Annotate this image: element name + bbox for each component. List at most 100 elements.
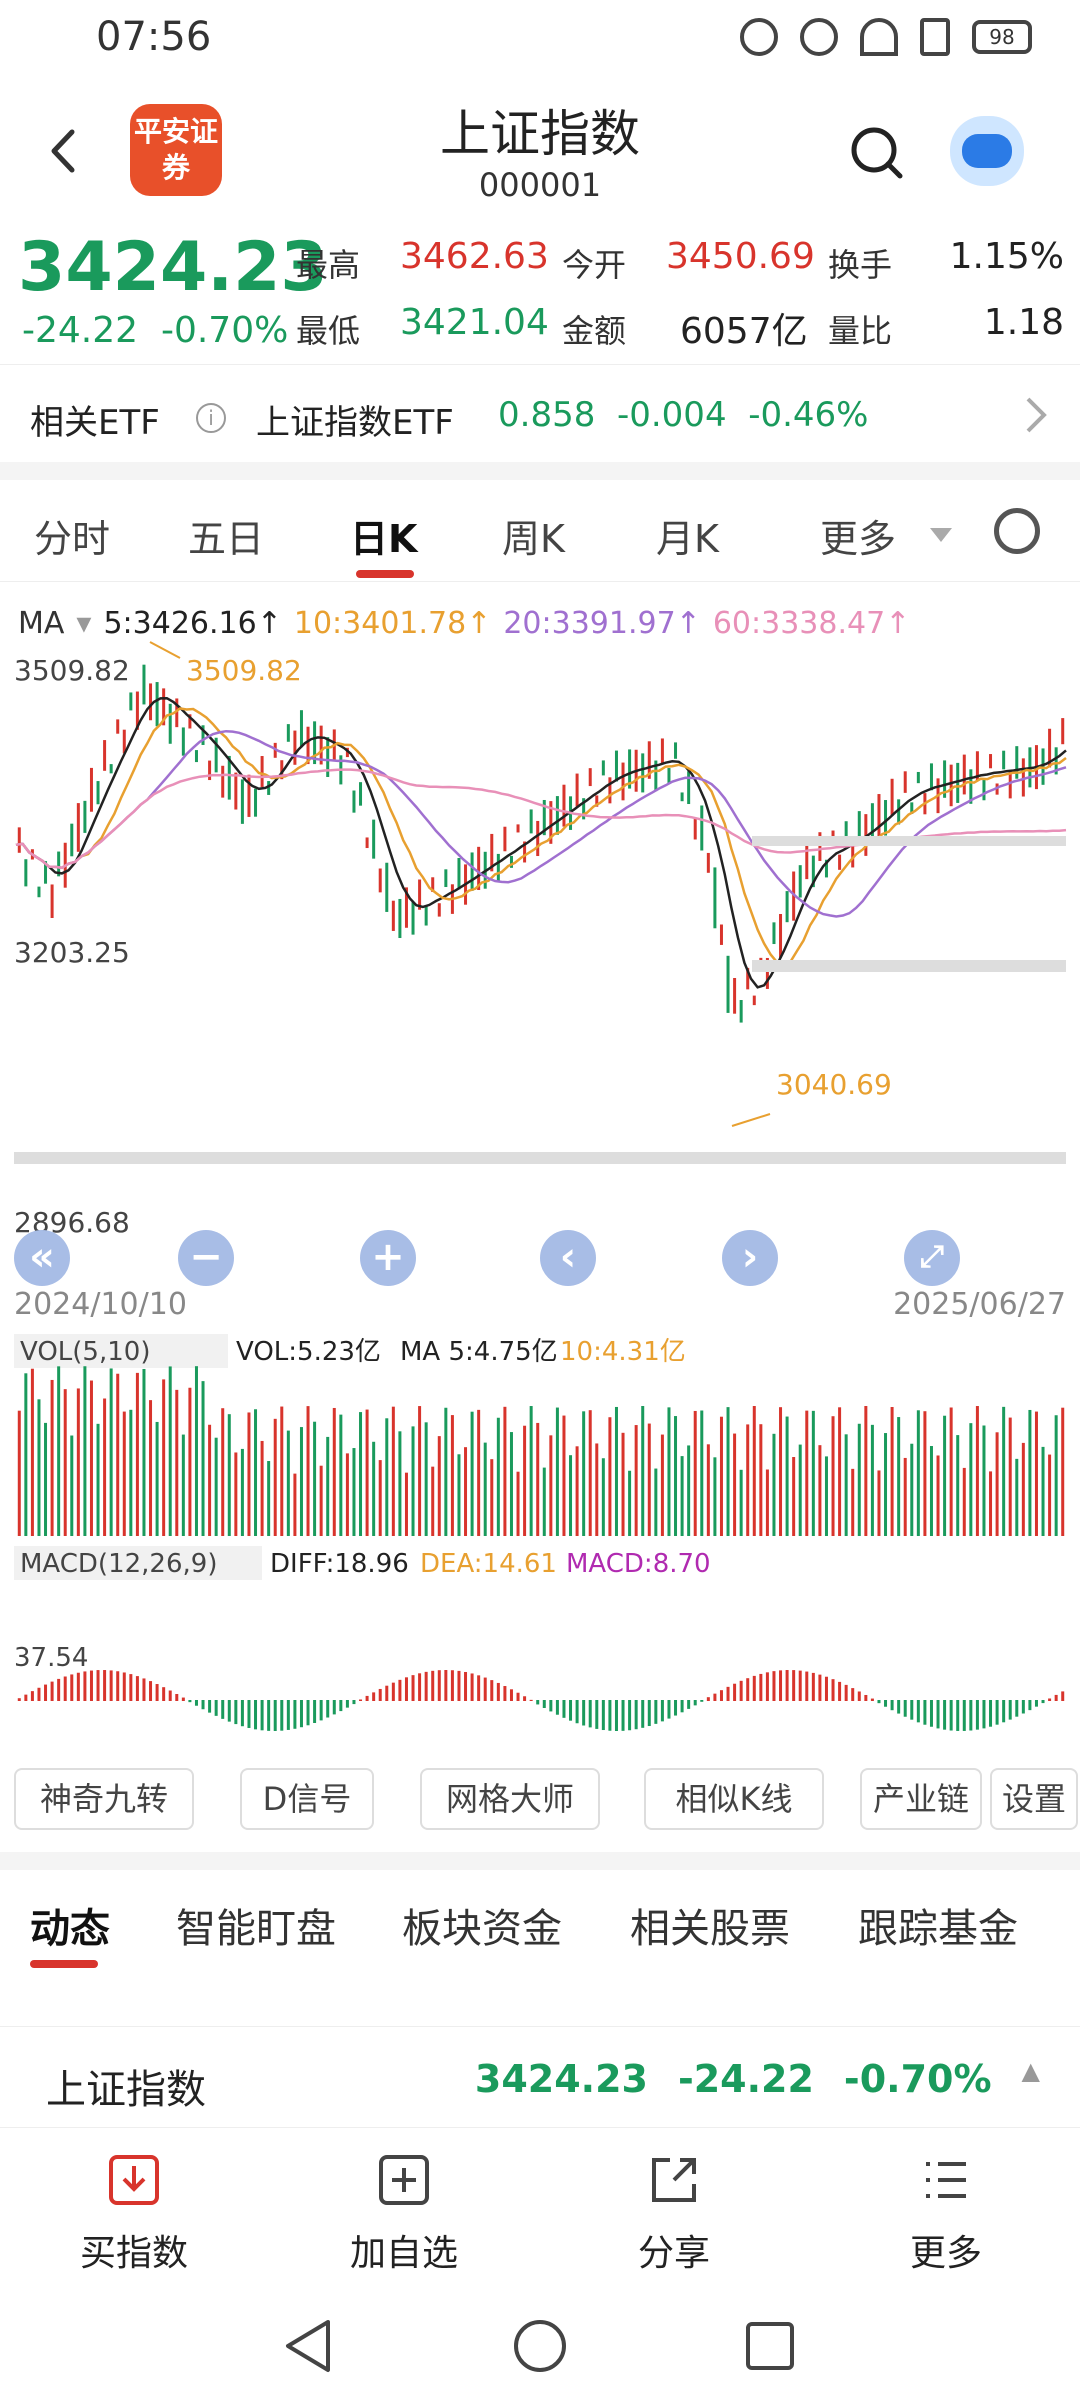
volume-bar: [680, 1456, 684, 1536]
current-price: 3424.23: [18, 228, 328, 307]
nav-home-icon[interactable]: [512, 2318, 568, 2374]
macd-bar: [280, 1700, 284, 1731]
share-button[interactable]: 分享: [574, 2154, 774, 2276]
macd-bar: [851, 1688, 855, 1701]
buy-index-button[interactable]: 买指数: [34, 2154, 234, 2276]
tab-five-day[interactable]: 五日: [188, 517, 265, 561]
zoom-out-button[interactable]: −: [178, 1230, 234, 1286]
volume-bar: [50, 1379, 54, 1536]
tab-monthly-k[interactable]: 月K: [656, 517, 719, 561]
axis-high-label: 3509.82: [14, 654, 130, 687]
candle: [621, 762, 625, 801]
volume-bar: [96, 1423, 100, 1536]
candle: [424, 906, 428, 926]
volume-bar: [313, 1421, 317, 1536]
subtab-news[interactable]: 动态: [30, 1906, 110, 1952]
tool-magic-nine[interactable]: 神奇九转: [14, 1768, 194, 1830]
macd-bar: [647, 1700, 651, 1727]
subtab-related-stocks[interactable]: 相关股票: [630, 1906, 790, 1952]
volume-bar: [916, 1410, 920, 1536]
volume-bar: [989, 1471, 993, 1536]
macd-bar: [103, 1670, 107, 1701]
tool-similar-k[interactable]: 相似K线: [644, 1768, 824, 1830]
tool-industry-chain[interactable]: 产业链: [860, 1768, 982, 1830]
wifi-icon: [860, 18, 898, 56]
scroll-left-button[interactable]: ‹: [540, 1230, 596, 1286]
vol-indicator-label[interactable]: VOL(5,10): [20, 1337, 150, 1367]
nav-recents-icon[interactable]: [744, 2320, 796, 2372]
candle: [240, 779, 244, 824]
macd-bar: [135, 1676, 139, 1701]
macd-indicator-label[interactable]: MACD(12,26,9): [20, 1549, 217, 1579]
candle: [201, 725, 205, 745]
volume-bar: [851, 1468, 855, 1536]
candle: [1048, 728, 1052, 768]
scroll-to-start-button[interactable]: «: [14, 1230, 70, 1286]
high-label: 最高: [296, 246, 361, 284]
candle: [286, 724, 290, 742]
candle: [824, 859, 828, 878]
add-watchlist-button[interactable]: 加自选: [304, 2154, 504, 2276]
info-icon[interactable]: i: [196, 403, 226, 433]
kline-chart[interactable]: 3509.82 3509.82 3203.25 3040.69 2896.68 …: [0, 640, 1080, 1750]
macd-bar: [772, 1671, 776, 1701]
subtab-tracking-funds[interactable]: 跟踪基金: [858, 1906, 1018, 1952]
volume-bar: [457, 1454, 461, 1536]
gear-icon[interactable]: [994, 508, 1040, 554]
nav-back-icon[interactable]: [282, 2318, 334, 2374]
volume-bar: [759, 1424, 763, 1536]
macd-bar: [142, 1678, 146, 1701]
tool-grid-master[interactable]: 网格大师: [420, 1768, 600, 1830]
index-summary-bar[interactable]: 上证指数 3424.23 -24.22 -0.70% ▲: [0, 2026, 1080, 2128]
volume-bar: [1048, 1454, 1052, 1536]
candle: [516, 824, 520, 833]
plus-square-icon: [379, 2155, 429, 2205]
volume-bar: [181, 1434, 185, 1536]
candle: [555, 796, 559, 835]
low-label: 最低: [296, 312, 361, 350]
volume-bar: [332, 1407, 336, 1536]
tool-settings[interactable]: 设置: [990, 1768, 1078, 1830]
tab-daily-k[interactable]: 日K: [350, 517, 418, 561]
macd-bar: [352, 1700, 356, 1705]
volume-bar: [17, 1410, 21, 1536]
candle: [628, 749, 632, 789]
candle: [1021, 758, 1025, 797]
volume-bar: [903, 1457, 907, 1536]
more-button[interactable]: 更多: [846, 2154, 1046, 2276]
macd-bar: [588, 1700, 592, 1728]
candle: [444, 869, 448, 888]
candle: [529, 809, 533, 834]
tab-intraday[interactable]: 分时: [34, 517, 111, 561]
candle: [37, 886, 41, 898]
macd-bar: [838, 1681, 842, 1701]
candle: [798, 865, 802, 898]
scroll-right-button[interactable]: ›: [722, 1230, 778, 1286]
macd-bar: [870, 1698, 874, 1701]
tab-more[interactable]: 更多: [820, 517, 897, 561]
volume-bar: [1021, 1442, 1025, 1536]
candle: [779, 914, 783, 958]
tab-weekly-k[interactable]: 周K: [502, 517, 565, 561]
related-etf-row[interactable]: 相关ETF i 上证指数ETF 0.858 -0.004 -0.46%: [0, 364, 1080, 464]
candle: [326, 737, 330, 777]
candle: [50, 884, 54, 918]
subtab-smart-watch[interactable]: 智能盯盘: [176, 1906, 336, 1952]
share-label: 分享: [637, 2233, 710, 2274]
search-icon[interactable]: [848, 124, 904, 180]
macd-bar: [818, 1674, 822, 1701]
candle: [975, 751, 979, 781]
zoom-in-button[interactable]: +: [360, 1230, 416, 1286]
macd-bar: [739, 1680, 743, 1701]
ma-label[interactable]: MA: [18, 606, 65, 641]
candle: [562, 784, 566, 827]
back-arrow-icon[interactable]: [40, 126, 90, 176]
tool-d-signal[interactable]: D信号: [240, 1768, 374, 1830]
candle: [884, 800, 888, 836]
robot-assistant-icon[interactable]: [950, 116, 1024, 186]
macd-bar: [549, 1700, 553, 1712]
subtab-sector-funds[interactable]: 板块资金: [402, 1906, 562, 1952]
macd-bar: [44, 1684, 48, 1701]
fullscreen-button[interactable]: ⤢: [904, 1230, 960, 1286]
chevron-right-icon: [1026, 397, 1047, 433]
